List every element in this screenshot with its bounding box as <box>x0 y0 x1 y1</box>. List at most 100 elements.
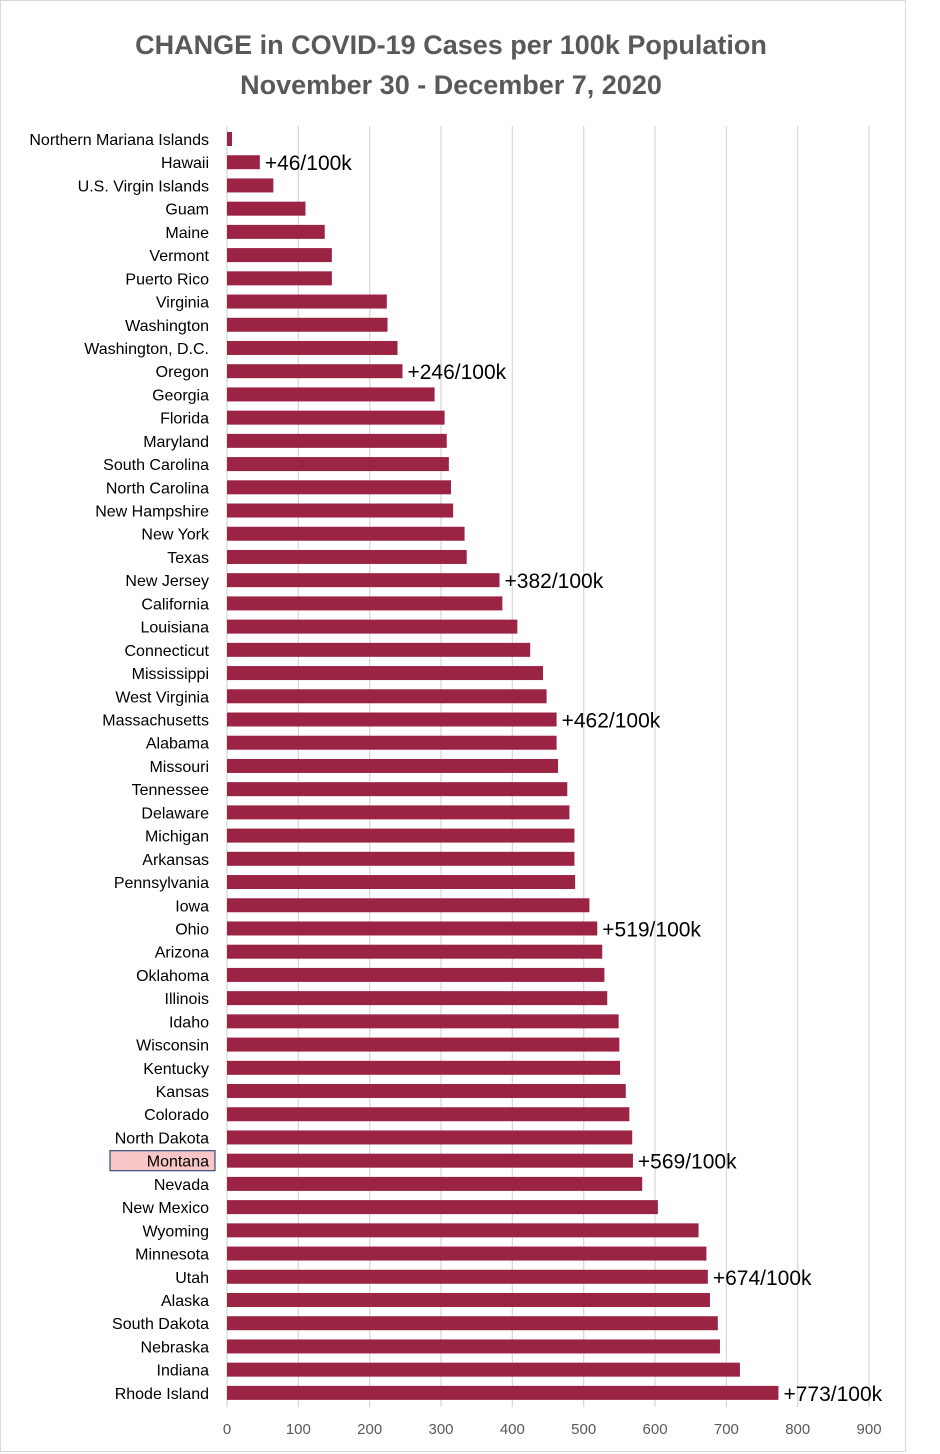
chart-subtitle: November 30 - December 7, 2020 <box>240 70 662 100</box>
bar <box>227 991 608 1006</box>
category-label: California <box>141 596 209 613</box>
bar <box>227 642 531 657</box>
category-label: Florida <box>160 411 209 428</box>
bar <box>227 1269 708 1284</box>
bar <box>227 178 274 193</box>
bar <box>227 248 332 263</box>
bar <box>227 619 518 634</box>
bar <box>227 1385 779 1400</box>
bar <box>227 921 598 936</box>
category-label: Arkansas <box>142 852 209 869</box>
bar <box>227 1176 643 1191</box>
category-label: Indiana <box>157 1363 210 1380</box>
category-label: Northern Mariana Islands <box>29 132 209 149</box>
bar <box>227 666 544 681</box>
category-label: Iowa <box>175 898 209 915</box>
data-annotation: +46/100k <box>265 152 352 175</box>
bar <box>227 364 403 379</box>
category-label: Utah <box>175 1270 209 1287</box>
bar <box>227 1246 707 1261</box>
category-label: New Hampshire <box>95 504 209 521</box>
bar <box>227 967 605 982</box>
x-tick-label: 700 <box>714 1421 739 1438</box>
data-annotation: +773/100k <box>783 1383 882 1406</box>
bar <box>227 224 325 239</box>
category-label: West Virginia <box>115 689 209 706</box>
bar <box>227 480 452 495</box>
category-label: Minnesota <box>135 1247 209 1264</box>
bar <box>227 1153 633 1168</box>
category-label: Maryland <box>143 434 209 451</box>
category-label: Mississippi <box>132 666 209 683</box>
category-label: Connecticut <box>125 643 210 660</box>
category-label: Missouri <box>149 759 209 776</box>
category-label: Pennsylvania <box>114 875 209 892</box>
x-tick-label: 600 <box>643 1421 668 1438</box>
category-label: Maine <box>165 225 209 242</box>
category-label: Colorado <box>144 1107 209 1124</box>
bar <box>227 155 260 170</box>
category-label: Puerto Rico <box>125 271 209 288</box>
bar <box>227 805 570 820</box>
bar <box>227 1316 718 1331</box>
bar <box>227 1084 626 1099</box>
category-label: Kansas <box>156 1084 209 1101</box>
bar <box>227 201 306 216</box>
category-label: Washington <box>125 318 209 335</box>
bar <box>227 503 454 518</box>
category-label: Michigan <box>145 829 209 846</box>
category-label: Nebraska <box>141 1339 210 1356</box>
category-label: South Dakota <box>112 1316 209 1333</box>
category-label: Oregon <box>156 364 209 381</box>
bar <box>227 573 500 588</box>
category-label: Wisconsin <box>136 1038 209 1055</box>
category-label: Wyoming <box>142 1223 209 1240</box>
bar <box>227 596 503 611</box>
bar <box>227 1223 699 1238</box>
x-tick-label: 300 <box>429 1421 454 1438</box>
bar <box>227 1014 619 1029</box>
category-label: South Carolina <box>103 457 209 474</box>
bar <box>227 549 467 564</box>
bar <box>227 526 465 541</box>
category-label: Vermont <box>149 248 209 265</box>
highlight-box <box>109 1150 216 1172</box>
category-label: New Mexico <box>122 1200 209 1217</box>
x-tick-label: 100 <box>286 1421 311 1438</box>
bar <box>227 944 603 959</box>
bar <box>227 828 575 843</box>
category-label: Nevada <box>154 1177 209 1194</box>
category-label: Texas <box>167 550 209 567</box>
data-annotation: +246/100k <box>407 361 506 384</box>
bar <box>227 689 547 704</box>
category-label: Delaware <box>141 805 209 822</box>
category-label: Alaska <box>161 1293 209 1310</box>
bar <box>227 1362 740 1377</box>
category-label: Alabama <box>146 736 209 753</box>
category-label: Montana <box>147 1154 209 1171</box>
bar <box>227 457 449 472</box>
category-label: Arizona <box>155 945 209 962</box>
bar <box>227 735 557 750</box>
bar <box>227 410 445 425</box>
data-annotation: +674/100k <box>713 1267 812 1290</box>
data-annotation: +382/100k <box>505 570 604 593</box>
category-label: Illinois <box>165 991 209 1008</box>
x-tick-label: 900 <box>857 1421 882 1438</box>
category-label: Ohio <box>175 921 209 938</box>
category-labels: Northern Mariana Islands Hawaii U.S. Virgi… <box>29 132 210 1403</box>
bar <box>227 340 398 355</box>
data-annotation: +569/100k <box>638 1151 737 1174</box>
category-label: New Jersey <box>125 573 209 590</box>
data-annotation: +519/100k <box>602 918 701 941</box>
bar <box>227 851 575 866</box>
category-label: Louisiana <box>141 620 210 637</box>
category-label: North Carolina <box>106 480 209 497</box>
bar <box>227 1060 621 1075</box>
category-label: Georgia <box>152 387 209 404</box>
bar <box>227 875 576 890</box>
category-label: Massachusetts <box>102 713 209 730</box>
category-label: Kentucky <box>143 1061 209 1078</box>
bar <box>227 758 559 773</box>
category-label: Idaho <box>169 1014 209 1031</box>
